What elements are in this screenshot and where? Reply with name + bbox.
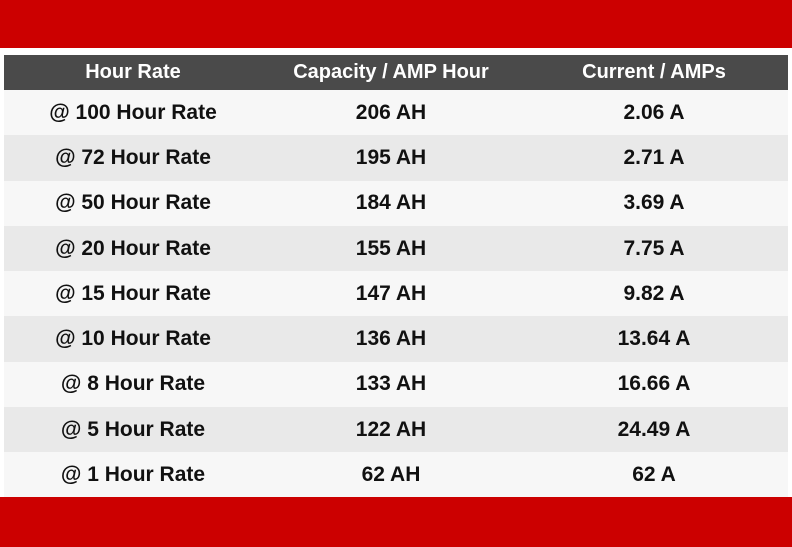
cell-hour-rate: @ 50 Hour Rate bbox=[4, 180, 262, 226]
header-hour-rate: Hour Rate bbox=[4, 55, 262, 90]
cell-capacity: 184 AH bbox=[262, 180, 520, 226]
cell-current: 2.71 A bbox=[520, 135, 788, 181]
cell-capacity: 133 AH bbox=[262, 361, 520, 408]
cell-capacity: 155 AH bbox=[262, 225, 520, 272]
header-row: Hour Rate Capacity / AMP Hour Current / … bbox=[4, 55, 788, 90]
cell-current: 3.69 A bbox=[520, 180, 788, 226]
cell-current: 24.49 A bbox=[520, 407, 788, 453]
cell-capacity: 62 AH bbox=[262, 452, 520, 498]
cell-hour-rate: @ 15 Hour Rate bbox=[4, 271, 262, 317]
table-header: Hour Rate Capacity / AMP Hour Current / … bbox=[4, 55, 788, 90]
table-row: @ 10 Hour Rate 136 AH 13.64 A bbox=[4, 316, 788, 362]
table-row: @ 100 Hour Rate 206 AH 2.06 A bbox=[4, 90, 788, 136]
cell-hour-rate: @ 72 Hour Rate bbox=[4, 135, 262, 181]
cell-hour-rate: @ 20 Hour Rate bbox=[4, 225, 262, 272]
table-row: @ 1 Hour Rate 62 AH 62 A bbox=[4, 452, 788, 498]
cell-current: 9.82 A bbox=[520, 271, 788, 317]
bottom-red-band bbox=[0, 497, 792, 547]
cell-current: 13.64 A bbox=[520, 316, 788, 362]
cell-capacity: 147 AH bbox=[262, 271, 520, 317]
cell-current: 16.66 A bbox=[520, 361, 788, 408]
cell-capacity: 136 AH bbox=[262, 316, 520, 362]
cell-current: 62 A bbox=[520, 452, 788, 498]
table-row: @ 20 Hour Rate 155 AH 7.75 A bbox=[4, 225, 788, 272]
cell-hour-rate: @ 8 Hour Rate bbox=[4, 361, 262, 408]
cell-capacity: 122 AH bbox=[262, 407, 520, 453]
cell-hour-rate: @ 1 Hour Rate bbox=[4, 452, 262, 498]
table-row: @ 8 Hour Rate 133 AH 16.66 A bbox=[4, 361, 788, 408]
cell-hour-rate: @ 10 Hour Rate bbox=[4, 316, 262, 362]
table-row: @ 50 Hour Rate 184 AH 3.69 A bbox=[4, 180, 788, 226]
header-capacity: Capacity / AMP Hour bbox=[262, 55, 520, 90]
table-row: @ 5 Hour Rate 122 AH 24.49 A bbox=[4, 407, 788, 453]
cell-hour-rate: @ 5 Hour Rate bbox=[4, 407, 262, 453]
cell-hour-rate: @ 100 Hour Rate bbox=[4, 90, 262, 136]
table-row: @ 72 Hour Rate 195 AH 2.71 A bbox=[4, 135, 788, 181]
cell-capacity: 206 AH bbox=[262, 90, 520, 136]
table-body: @ 100 Hour Rate 206 AH 2.06 A @ 72 Hour … bbox=[4, 90, 788, 498]
cell-current: 2.06 A bbox=[520, 90, 788, 136]
top-red-band bbox=[0, 0, 792, 48]
table-row: @ 15 Hour Rate 147 AH 9.82 A bbox=[4, 271, 788, 317]
cell-capacity: 195 AH bbox=[262, 135, 520, 181]
battery-rate-table: Hour Rate Capacity / AMP Hour Current / … bbox=[4, 55, 788, 498]
cell-current: 7.75 A bbox=[520, 225, 788, 272]
header-current: Current / AMPs bbox=[520, 55, 788, 90]
